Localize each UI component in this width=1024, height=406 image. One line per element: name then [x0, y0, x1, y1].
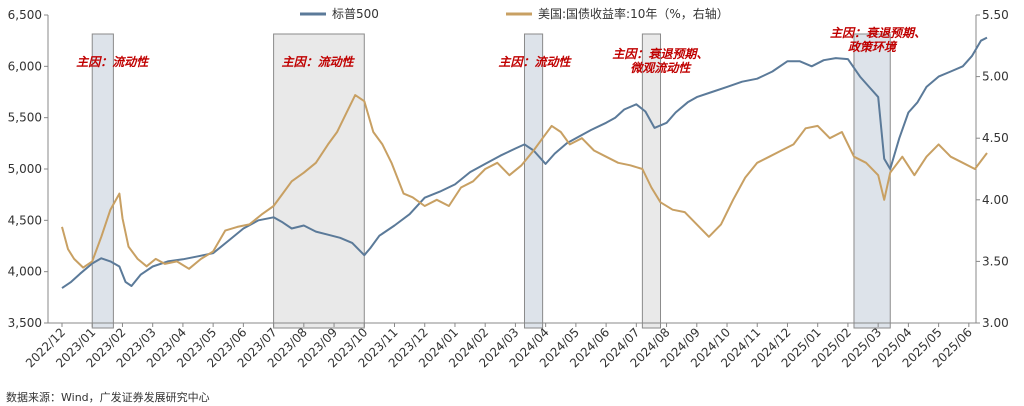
shaded-period	[641, 33, 662, 329]
period-annotation: 主因：衰退预期、	[612, 47, 708, 61]
legend: 标普500 美国:国债收益率:10年（%，右轴）	[300, 6, 729, 21]
legend-label: 标普500	[332, 7, 379, 21]
shaded-period	[523, 33, 544, 329]
shaded-period	[853, 33, 891, 329]
right-y-axis: 3.00 3.50 4.00 4.50 5.00 5.50	[975, 8, 1009, 330]
right-tick-label: 5.00	[982, 70, 1009, 84]
shaded-period	[91, 33, 114, 329]
left-tick-label: 4,500	[8, 213, 42, 227]
left-tick-label: 5,000	[8, 162, 42, 176]
period-annotation: 政策环境	[848, 40, 898, 54]
right-tick-label: 3.00	[982, 316, 1009, 330]
right-tick-label: 4.00	[982, 193, 1009, 207]
left-y-axis: 3,500 4,000 4,500 5,000 5,500 6,000 6,500	[8, 8, 49, 330]
legend-label: 美国:国债收益率:10年（%，右轴）	[538, 6, 729, 21]
right-tick-label: 4.50	[982, 131, 1009, 145]
left-tick-label: 3,500	[8, 316, 42, 330]
right-tick-label: 3.50	[982, 254, 1009, 268]
right-tick-label: 5.50	[982, 8, 1009, 22]
source-note: 数据来源：Wind，广发证券发展研究中心	[6, 391, 210, 404]
sp500-line	[61, 36, 988, 289]
annotations: 主因：流动性 主因：流动性 主因：流动性主因：衰退预期、微观流动性主因：衰退预期、政…	[76, 26, 926, 75]
left-tick-label: 5,500	[8, 111, 42, 125]
x-axis: 2022/122023/012023/022023/032023/042023/…	[23, 322, 976, 370]
period-annotation: 主因：流动性	[76, 55, 150, 69]
left-tick-label: 6,000	[8, 59, 42, 73]
series-lines	[61, 36, 988, 289]
period-annotation: 主因：流动性	[498, 55, 572, 69]
period-annotation: 主因：流动性	[282, 55, 356, 69]
shaded-period	[273, 33, 365, 329]
left-tick-label: 6,500	[8, 8, 42, 22]
left-tick-label: 4,000	[8, 265, 42, 279]
treasury-yield-line	[61, 94, 988, 270]
shaded-periods	[91, 33, 891, 329]
period-annotation: 主因：衰退预期、	[830, 26, 926, 40]
period-annotation: 微观流动性	[630, 61, 692, 75]
